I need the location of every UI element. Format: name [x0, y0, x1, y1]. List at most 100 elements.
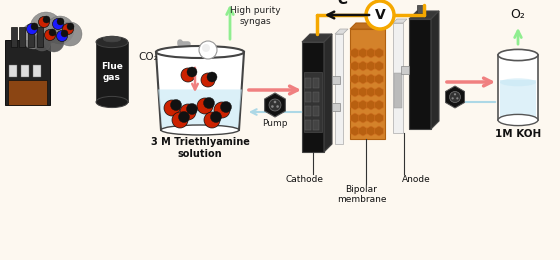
Bar [37, 27, 43, 47]
Circle shape [44, 29, 55, 41]
Polygon shape [156, 52, 244, 130]
Bar [5, 40, 50, 105]
Circle shape [451, 97, 454, 99]
Polygon shape [302, 34, 332, 42]
Bar [313, 92, 319, 102]
Polygon shape [445, 86, 465, 108]
Ellipse shape [498, 114, 538, 126]
Text: V: V [375, 8, 385, 22]
Bar [8, 80, 47, 105]
Ellipse shape [96, 36, 128, 48]
Polygon shape [350, 29, 385, 139]
Circle shape [186, 103, 198, 114]
Circle shape [221, 101, 231, 113]
Polygon shape [367, 87, 375, 97]
Polygon shape [358, 100, 367, 110]
Bar [11, 27, 17, 47]
Text: 3 M Triethlyamine
solution: 3 M Triethlyamine solution [151, 137, 249, 159]
Circle shape [207, 72, 217, 82]
Bar [332, 76, 340, 84]
Circle shape [199, 41, 217, 59]
Polygon shape [375, 87, 384, 97]
Bar [500, 80, 536, 118]
Circle shape [211, 112, 222, 122]
Text: High purity
syngas: High purity syngas [230, 6, 281, 26]
Text: O₂: O₂ [511, 9, 525, 22]
Polygon shape [351, 87, 360, 97]
Circle shape [57, 18, 64, 25]
Circle shape [63, 23, 73, 35]
Circle shape [456, 97, 459, 99]
Bar [28, 27, 34, 47]
Circle shape [187, 67, 197, 77]
Ellipse shape [103, 36, 121, 42]
Polygon shape [358, 87, 367, 97]
Circle shape [43, 16, 50, 23]
Polygon shape [375, 48, 384, 58]
Circle shape [67, 23, 74, 30]
Bar [313, 120, 319, 130]
Bar [19, 27, 25, 47]
Bar [305, 120, 311, 130]
Circle shape [61, 30, 68, 37]
Polygon shape [367, 100, 375, 110]
Polygon shape [367, 126, 375, 136]
Circle shape [366, 1, 394, 29]
Polygon shape [431, 11, 439, 129]
Circle shape [39, 16, 49, 28]
Bar [332, 103, 340, 111]
Polygon shape [367, 48, 375, 58]
Polygon shape [351, 61, 360, 71]
Bar [21, 65, 29, 77]
Polygon shape [351, 74, 360, 84]
Bar [313, 106, 319, 116]
Polygon shape [409, 19, 431, 129]
Text: e⁻: e⁻ [338, 0, 356, 7]
Circle shape [201, 73, 215, 87]
Circle shape [31, 23, 38, 30]
Polygon shape [350, 23, 391, 29]
Circle shape [202, 44, 210, 52]
Circle shape [46, 16, 74, 44]
Polygon shape [409, 11, 439, 19]
Ellipse shape [161, 125, 239, 135]
Bar [33, 65, 41, 77]
Bar [313, 78, 319, 88]
Text: Bipolar
membrane: Bipolar membrane [337, 185, 386, 204]
Circle shape [172, 112, 188, 128]
Bar [401, 66, 409, 74]
Polygon shape [358, 126, 367, 136]
Polygon shape [367, 74, 375, 84]
Bar [305, 78, 311, 88]
Ellipse shape [500, 78, 536, 86]
Circle shape [179, 112, 189, 122]
Polygon shape [351, 100, 360, 110]
Circle shape [26, 23, 38, 35]
Circle shape [170, 100, 181, 110]
Circle shape [181, 68, 195, 82]
Circle shape [276, 105, 279, 108]
Circle shape [197, 98, 213, 114]
Polygon shape [375, 61, 384, 71]
Text: CO₂: CO₂ [138, 52, 158, 62]
Polygon shape [335, 34, 343, 144]
Circle shape [53, 18, 63, 29]
Bar [9, 65, 17, 77]
Polygon shape [393, 23, 403, 133]
Polygon shape [375, 126, 384, 136]
Polygon shape [358, 113, 367, 123]
Polygon shape [367, 61, 375, 71]
Circle shape [204, 112, 220, 128]
Text: Anode: Anode [402, 175, 431, 184]
Polygon shape [375, 74, 384, 84]
Circle shape [57, 30, 68, 42]
Ellipse shape [96, 96, 128, 108]
Circle shape [214, 102, 230, 118]
Circle shape [44, 32, 64, 52]
Polygon shape [265, 93, 286, 117]
Polygon shape [351, 48, 360, 58]
Polygon shape [393, 19, 407, 23]
Polygon shape [358, 74, 367, 84]
Circle shape [21, 23, 47, 49]
Ellipse shape [156, 46, 244, 58]
